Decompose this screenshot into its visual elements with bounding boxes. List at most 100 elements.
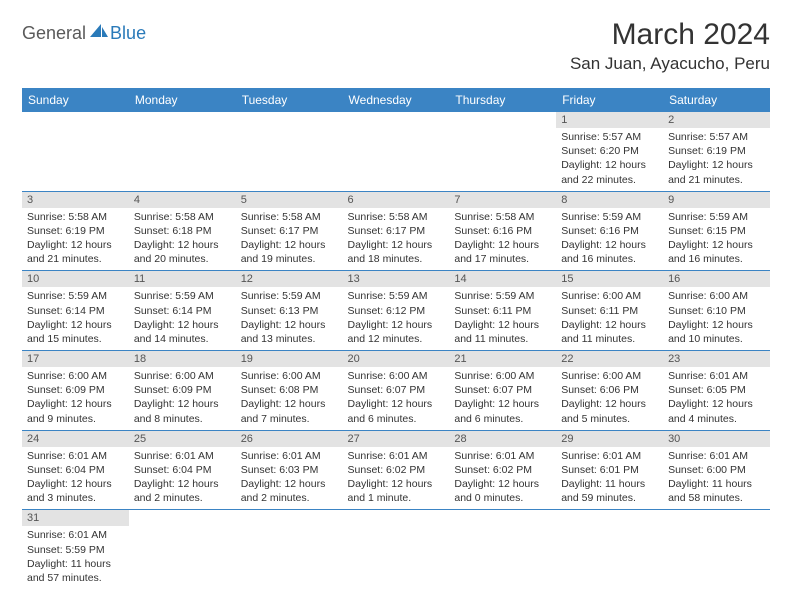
day-number: 22 xyxy=(556,351,663,367)
day-cell: 19Sunrise: 6:00 AMSunset: 6:08 PMDayligh… xyxy=(236,351,343,431)
dayhead-wednesday: Wednesday xyxy=(343,88,450,112)
dayhead-tuesday: Tuesday xyxy=(236,88,343,112)
week-row: 31Sunrise: 6:01 AMSunset: 5:59 PMDayligh… xyxy=(22,510,770,589)
day-line: Sunset: 6:10 PM xyxy=(668,304,765,318)
day-line: Sunrise: 6:01 AM xyxy=(241,449,338,463)
day-cell: 23Sunrise: 6:01 AMSunset: 6:05 PMDayligh… xyxy=(663,351,770,431)
day-content: Sunrise: 5:59 AMSunset: 6:11 PMDaylight:… xyxy=(449,287,556,350)
day-line: Sunrise: 6:01 AM xyxy=(668,449,765,463)
dayhead-sunday: Sunday xyxy=(22,88,129,112)
day-line: Sunset: 6:06 PM xyxy=(561,383,658,397)
day-line: and 11 minutes. xyxy=(454,332,551,346)
day-line: Daylight: 12 hours xyxy=(348,477,445,491)
day-line: Sunset: 6:18 PM xyxy=(134,224,231,238)
day-line: Sunset: 6:07 PM xyxy=(348,383,445,397)
day-number: 28 xyxy=(449,431,556,447)
day-content: Sunrise: 6:01 AMSunset: 6:02 PMDaylight:… xyxy=(449,447,556,510)
day-line: Sunrise: 6:01 AM xyxy=(454,449,551,463)
day-number: 27 xyxy=(343,431,450,447)
day-content: Sunrise: 5:58 AMSunset: 6:16 PMDaylight:… xyxy=(449,208,556,271)
day-line: Sunset: 6:09 PM xyxy=(134,383,231,397)
day-line: Sunset: 6:15 PM xyxy=(668,224,765,238)
day-line: and 0 minutes. xyxy=(454,491,551,505)
day-cell: .. xyxy=(343,112,450,191)
day-content: Sunrise: 5:58 AMSunset: 6:18 PMDaylight:… xyxy=(129,208,236,271)
day-line: Sunrise: 5:59 AM xyxy=(454,289,551,303)
day-line: Sunrise: 5:59 AM xyxy=(134,289,231,303)
day-cell: 26Sunrise: 6:01 AMSunset: 6:03 PMDayligh… xyxy=(236,430,343,510)
day-content: Sunrise: 6:00 AMSunset: 6:11 PMDaylight:… xyxy=(556,287,663,350)
day-line: Sunset: 6:17 PM xyxy=(348,224,445,238)
day-cell: .. xyxy=(343,510,450,589)
week-row: 17Sunrise: 6:00 AMSunset: 6:09 PMDayligh… xyxy=(22,351,770,431)
day-line: Sunrise: 5:58 AM xyxy=(454,210,551,224)
day-content: Sunrise: 6:01 AMSunset: 6:04 PMDaylight:… xyxy=(129,447,236,510)
day-content: Sunrise: 5:59 AMSunset: 6:14 PMDaylight:… xyxy=(22,287,129,350)
day-line: Sunset: 6:19 PM xyxy=(27,224,124,238)
day-cell: 6Sunrise: 5:58 AMSunset: 6:17 PMDaylight… xyxy=(343,191,450,271)
title-block: March 2024 San Juan, Ayacucho, Peru xyxy=(570,18,770,74)
day-content: Sunrise: 6:00 AMSunset: 6:08 PMDaylight:… xyxy=(236,367,343,430)
week-row: ..........1Sunrise: 5:57 AMSunset: 6:20 … xyxy=(22,112,770,191)
day-line: and 11 minutes. xyxy=(561,332,658,346)
day-line: Daylight: 12 hours xyxy=(27,238,124,252)
day-cell: .. xyxy=(236,510,343,589)
day-line: Sunrise: 6:01 AM xyxy=(348,449,445,463)
day-line: and 6 minutes. xyxy=(348,412,445,426)
dayhead-friday: Friday xyxy=(556,88,663,112)
day-line: and 19 minutes. xyxy=(241,252,338,266)
day-content: Sunrise: 6:01 AMSunset: 6:05 PMDaylight:… xyxy=(663,367,770,430)
day-content: Sunrise: 6:00 AMSunset: 6:09 PMDaylight:… xyxy=(129,367,236,430)
day-line: Sunset: 6:04 PM xyxy=(27,463,124,477)
day-number: 5 xyxy=(236,192,343,208)
dayhead-thursday: Thursday xyxy=(449,88,556,112)
day-line: and 17 minutes. xyxy=(454,252,551,266)
day-line: and 2 minutes. xyxy=(134,491,231,505)
day-cell: .. xyxy=(236,112,343,191)
day-line: Sunset: 6:02 PM xyxy=(454,463,551,477)
day-line: Sunset: 6:17 PM xyxy=(241,224,338,238)
day-line: Daylight: 12 hours xyxy=(561,238,658,252)
day-line: and 22 minutes. xyxy=(561,173,658,187)
day-line: Sunrise: 5:58 AM xyxy=(134,210,231,224)
day-cell: 25Sunrise: 6:01 AMSunset: 6:04 PMDayligh… xyxy=(129,430,236,510)
day-line: Daylight: 12 hours xyxy=(454,477,551,491)
day-content: Sunrise: 6:01 AMSunset: 6:03 PMDaylight:… xyxy=(236,447,343,510)
day-line: Sunset: 6:07 PM xyxy=(454,383,551,397)
logo-text-blue: Blue xyxy=(110,23,146,44)
day-line: and 7 minutes. xyxy=(241,412,338,426)
calendar-body: .......... 1Sunrise: 5:57 AMSunset: 6:20 … xyxy=(22,112,770,589)
day-line: Daylight: 12 hours xyxy=(27,397,124,411)
day-line: and 21 minutes. xyxy=(27,252,124,266)
day-content: Sunrise: 6:01 AMSunset: 6:02 PMDaylight:… xyxy=(343,447,450,510)
day-line: Daylight: 11 hours xyxy=(668,477,765,491)
day-content: Sunrise: 6:01 AMSunset: 5:59 PMDaylight:… xyxy=(22,526,129,589)
day-cell: 22Sunrise: 6:00 AMSunset: 6:06 PMDayligh… xyxy=(556,351,663,431)
day-header-row: Sunday Monday Tuesday Wednesday Thursday… xyxy=(22,88,770,112)
day-content: Sunrise: 5:59 AMSunset: 6:13 PMDaylight:… xyxy=(236,287,343,350)
day-cell: 13Sunrise: 5:59 AMSunset: 6:12 PMDayligh… xyxy=(343,271,450,351)
day-cell: 30Sunrise: 6:01 AMSunset: 6:00 PMDayligh… xyxy=(663,430,770,510)
day-line: Sunset: 6:09 PM xyxy=(27,383,124,397)
month-title: March 2024 xyxy=(570,18,770,52)
day-line: Sunset: 6:01 PM xyxy=(561,463,658,477)
day-content: Sunrise: 6:00 AMSunset: 6:06 PMDaylight:… xyxy=(556,367,663,430)
day-cell: .. xyxy=(556,510,663,589)
day-line: Sunset: 6:00 PM xyxy=(668,463,765,477)
day-line: Daylight: 11 hours xyxy=(27,557,124,571)
day-number: 21 xyxy=(449,351,556,367)
day-cell: 9Sunrise: 5:59 AMSunset: 6:15 PMDaylight… xyxy=(663,191,770,271)
day-line: and 10 minutes. xyxy=(668,332,765,346)
day-cell: 1Sunrise: 5:57 AMSunset: 6:20 PMDaylight… xyxy=(556,112,663,191)
day-content: Sunrise: 5:58 AMSunset: 6:19 PMDaylight:… xyxy=(22,208,129,271)
day-cell: .. xyxy=(22,112,129,191)
day-line: and 12 minutes. xyxy=(348,332,445,346)
day-line: Sunset: 6:03 PM xyxy=(241,463,338,477)
week-row: 24Sunrise: 6:01 AMSunset: 6:04 PMDayligh… xyxy=(22,430,770,510)
day-cell: 14Sunrise: 5:59 AMSunset: 6:11 PMDayligh… xyxy=(449,271,556,351)
day-content: Sunrise: 6:01 AMSunset: 6:01 PMDaylight:… xyxy=(556,447,663,510)
day-line: Sunrise: 6:01 AM xyxy=(27,449,124,463)
day-line: Sunset: 5:59 PM xyxy=(27,543,124,557)
day-cell: .. xyxy=(449,510,556,589)
day-cell: .. xyxy=(129,510,236,589)
